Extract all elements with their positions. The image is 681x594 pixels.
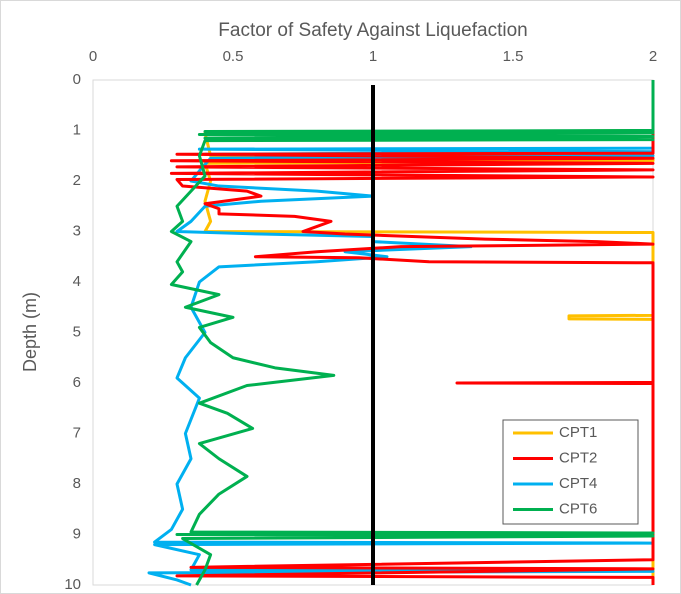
series-line	[169, 80, 655, 585]
x-tick-label: 0.5	[223, 48, 244, 65]
x-tick-label: 1	[369, 48, 377, 65]
y-tick-label: 7	[73, 424, 81, 441]
legend-label: CPT4	[559, 475, 597, 492]
y-tick-label: 2	[73, 172, 81, 189]
chart-title: Factor of Safety Against Liquefaction	[218, 20, 527, 41]
y-tick-label: 10	[64, 576, 81, 593]
y-tick-label: 6	[73, 374, 81, 391]
legend-label: CPT6	[559, 500, 597, 517]
legend-label: CPT2	[559, 449, 597, 466]
y-tick-label: 9	[73, 525, 81, 542]
x-tick-label: 0	[89, 48, 97, 65]
y-tick-label: 3	[73, 222, 81, 239]
x-tick-label: 1.5	[503, 48, 524, 65]
y-tick-label: 8	[73, 475, 81, 492]
y-axis-label: Depth (m)	[20, 292, 40, 372]
legend-box	[502, 419, 639, 525]
series-line	[169, 80, 655, 586]
y-tick-label: 4	[73, 273, 81, 290]
y-tick-label: 1	[73, 121, 81, 138]
y-tick-label: 0	[73, 71, 81, 88]
y-tick-label: 5	[73, 323, 81, 340]
x-tick-label: 2	[649, 48, 657, 65]
legend-label: CPT1	[559, 424, 597, 441]
